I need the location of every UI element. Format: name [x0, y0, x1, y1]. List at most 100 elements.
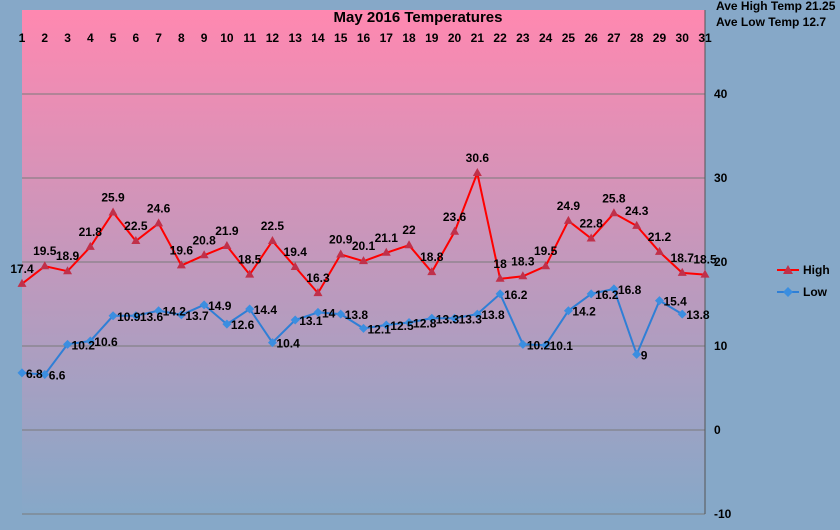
- high-data-label: 25.8: [602, 191, 626, 205]
- high-data-label: 18: [493, 257, 507, 271]
- legend: High Low: [777, 263, 830, 299]
- high-point: [632, 220, 642, 229]
- x-tick-label: 24: [539, 31, 553, 45]
- high-point: [40, 261, 50, 270]
- high-data-label: 19.4: [284, 245, 308, 259]
- x-tick-label: 11: [243, 31, 256, 45]
- x-tick-label: 3: [64, 31, 71, 45]
- x-tick-label: 5: [110, 31, 117, 45]
- x-tick-label: 22: [493, 31, 507, 45]
- high-point: [541, 261, 551, 270]
- x-tick-label: 13: [289, 31, 303, 45]
- high-data-label: 18.8: [420, 250, 444, 264]
- high-data-label: 18.9: [56, 249, 80, 263]
- high-data-label: 19.5: [534, 244, 558, 258]
- high-data-label: 22.5: [124, 219, 148, 233]
- low-point: [404, 317, 414, 327]
- series-layer: [17, 167, 710, 380]
- high-point: [495, 273, 505, 282]
- low-point: [40, 370, 50, 380]
- high-point: [313, 288, 323, 297]
- high-point: [381, 247, 391, 256]
- x-tick-label: 8: [178, 31, 185, 45]
- low-point: [245, 304, 255, 314]
- low-data-label: 15.4: [663, 295, 687, 309]
- high-data-label: 18.7: [671, 251, 695, 265]
- low-data-label: 6.6: [49, 369, 66, 383]
- y-tick-label: -10: [714, 507, 732, 521]
- low-point: [222, 319, 232, 329]
- high-point: [472, 167, 482, 176]
- low-data-label: 13.8: [345, 308, 369, 322]
- chart-title: May 2016 Temperatures: [334, 9, 503, 26]
- y-tick-label: 40: [714, 87, 728, 101]
- high-point: [450, 226, 460, 235]
- high-point: [108, 207, 118, 216]
- high-point: [176, 260, 186, 269]
- low-point: [450, 313, 460, 323]
- x-tick-label: 20: [448, 31, 462, 45]
- x-axis-ticks: 1 2 3 4 5 6 7 8 9 10 11 12 13 14 15 16 17 18 19 20 21 22 23 24 2…: [19, 31, 712, 45]
- high-data-label: 20.8: [192, 233, 216, 247]
- low-data-label: 16.8: [618, 283, 642, 297]
- low-data-label: 12.5: [390, 319, 414, 333]
- low-point: [313, 307, 323, 317]
- low-data-label: 9: [641, 348, 648, 362]
- high-point: [63, 266, 73, 275]
- high-data-label: 30.6: [466, 151, 490, 165]
- y-tick-label: 20: [714, 255, 728, 269]
- low-data-label: 10.6: [94, 335, 118, 349]
- low-data-label: 13.8: [686, 308, 710, 322]
- low-data-label: 12.8: [413, 316, 437, 330]
- high-data-label: 21.9: [215, 224, 239, 238]
- low-data-label: 14.9: [208, 299, 232, 313]
- high-data-label: 23.6: [443, 210, 467, 224]
- x-tick-label: 19: [425, 31, 439, 45]
- low-point: [677, 309, 687, 319]
- gridlines: [22, 10, 706, 515]
- x-tick-label: 14: [311, 31, 325, 45]
- x-tick-label: 1: [19, 31, 26, 45]
- low-data-label: 16.2: [504, 288, 528, 302]
- low-data-label: 13.7: [185, 309, 209, 323]
- low-point: [654, 296, 664, 306]
- x-tick-label: 23: [516, 31, 530, 45]
- high-data-label: 18.5: [693, 253, 717, 267]
- low-data-label: 14.4: [254, 303, 278, 317]
- x-tick-label: 12: [266, 31, 280, 45]
- high-data-label: 22: [402, 223, 416, 237]
- low-data-label: 16.2: [595, 288, 619, 302]
- high-data-label: 16.3: [306, 271, 330, 285]
- low-data-label: 10.1: [550, 339, 574, 353]
- low-point: [586, 289, 596, 299]
- high-data-label: 22.5: [261, 219, 285, 233]
- low-data-label: 14.2: [163, 305, 187, 319]
- low-point: [427, 313, 437, 323]
- low-point: [63, 339, 73, 349]
- high-point: [17, 278, 27, 287]
- high-point: [245, 269, 255, 278]
- low-data-label: 13.3: [459, 312, 483, 326]
- low-point: [85, 336, 95, 346]
- x-tick-label: 2: [41, 31, 48, 45]
- low-point: [541, 340, 551, 350]
- high-point: [199, 250, 209, 259]
- high-data-label: 19.6: [170, 243, 194, 257]
- low-data-label: 10.4: [276, 337, 300, 351]
- low-point: [381, 320, 391, 330]
- legend-low-marker: [783, 287, 793, 297]
- high-data-label: 18.3: [511, 254, 535, 268]
- low-data-label: 10.9: [117, 310, 141, 324]
- x-tick-label: 28: [630, 31, 644, 45]
- x-tick-label: 15: [334, 31, 348, 45]
- x-tick-label: 25: [562, 31, 576, 45]
- y-tick-label: 10: [714, 339, 728, 353]
- ave-high-annotation: Ave High Temp 21.25: [716, 0, 836, 13]
- low-point: [518, 339, 528, 349]
- data-labels: 17.419.5 18.921.825.922.524.619.620.821.9…: [10, 151, 717, 383]
- high-data-label: 20.1: [352, 239, 376, 253]
- low-data-label: 13.3: [436, 312, 460, 326]
- low-point: [154, 306, 164, 316]
- high-data-label: 21.8: [79, 225, 103, 239]
- x-tick-label: 6: [132, 31, 139, 45]
